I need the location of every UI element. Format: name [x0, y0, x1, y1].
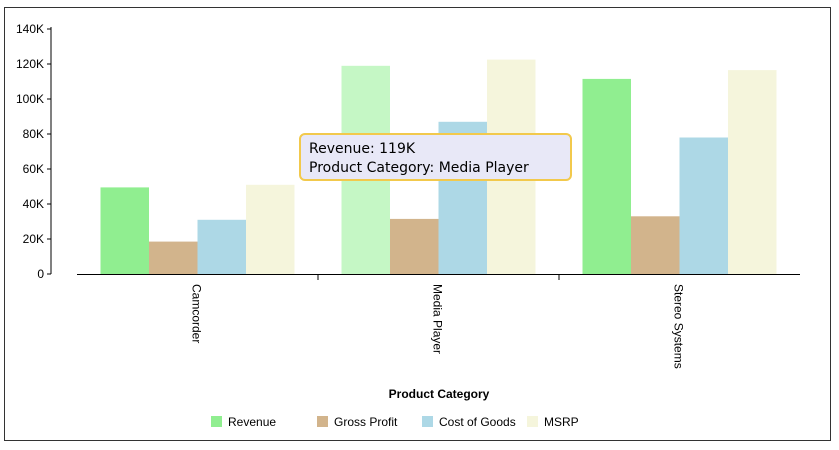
bar-cost-of-goods-camcorder[interactable] [197, 219, 247, 275]
bar-msrp-stereo-systems[interactable] [728, 70, 777, 274]
legend-swatch-msrp [527, 416, 538, 427]
y-tick-label: 80K [23, 127, 44, 141]
tooltip: Revenue: 119K Product Category: Media Pl… [299, 133, 572, 181]
y-tick-label: 40K [23, 197, 44, 211]
legend-label-revenue: Revenue [228, 415, 276, 429]
x-tick-label-media-player: Media Player [431, 284, 445, 354]
x-axis-title: Product Category [389, 387, 490, 401]
y-tick-label: 0 [37, 267, 44, 281]
bar-revenue-camcorder[interactable] [100, 187, 150, 274]
legend-label-gross-profit: Gross Profit [334, 415, 398, 429]
x-axis: Camcorder Media Player Stereo Systems [77, 274, 800, 369]
legend-swatch-revenue [211, 416, 222, 427]
bar-msrp-camcorder[interactable] [246, 184, 295, 275]
y-tick-label: 140K [16, 22, 44, 36]
legend-swatch-cost-of-goods [422, 416, 433, 427]
legend-swatch-gross-profit [317, 416, 328, 427]
bar-gross-profit-camcorder[interactable] [149, 241, 198, 274]
tooltip-line-category: Product Category: Media Player [309, 160, 529, 176]
y-tick-label: 120K [16, 57, 44, 71]
legend-label-msrp: MSRP [544, 415, 579, 429]
x-tick-label-camcorder: Camcorder [190, 284, 204, 343]
bar-gross-profit-stereo-systems[interactable] [631, 216, 680, 275]
x-tick-label-stereo-systems: Stereo Systems [672, 284, 686, 369]
legend: Revenue Gross Profit Cost of Goods MSRP [211, 415, 579, 429]
bar-gross-profit-media-player[interactable] [390, 218, 439, 274]
bar-cost-of-goods-stereo-systems[interactable] [679, 137, 729, 275]
y-tick-label: 60K [23, 162, 44, 176]
bar-revenue-stereo-systems[interactable] [582, 78, 632, 275]
tooltip-line-value: Revenue: 119K [309, 141, 416, 157]
legend-label-cost-of-goods: Cost of Goods [439, 415, 516, 429]
y-tick-label: 100K [16, 92, 44, 106]
bars [100, 59, 777, 275]
y-axis: 0 20K 40K 60K 80K 100K 120K 140K [16, 22, 52, 281]
y-tick-label: 20K [23, 232, 44, 246]
